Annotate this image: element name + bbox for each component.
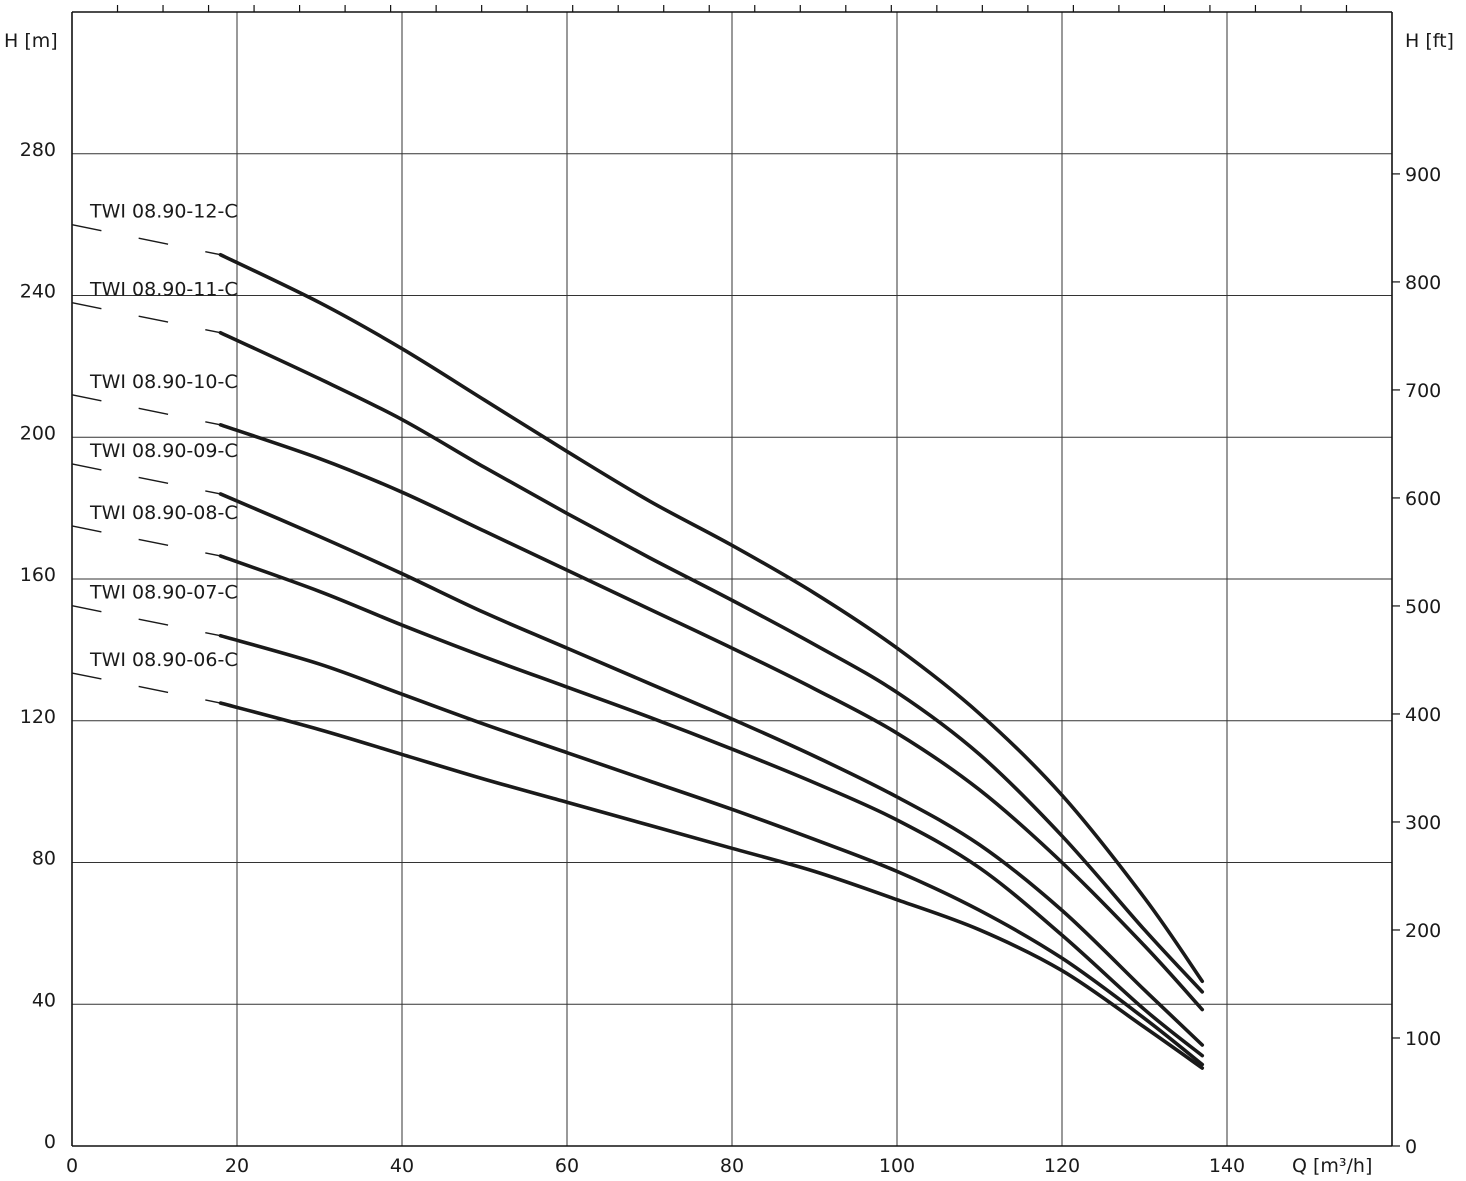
curve-twi-08-90-07-c <box>218 633 1205 1067</box>
x-tick-label: 80 <box>720 1155 744 1177</box>
curve-twi-08-90-11-c <box>218 330 1205 994</box>
curve-label: TWI 08.90-12-C <box>89 201 238 223</box>
curve-label: TWI 08.90-07-C <box>89 582 238 604</box>
y-tick-label-right: 800 <box>1405 272 1441 294</box>
curve-label: TWI 08.90-06-C <box>89 649 238 671</box>
curve-leader <box>71 463 221 495</box>
y-tick-label-left: 80 <box>32 848 56 870</box>
x-tick-label: 140 <box>1209 1155 1245 1177</box>
curve-label: TWI 08.90-11-C <box>89 279 238 301</box>
y-tick-label-right: 400 <box>1405 704 1441 726</box>
curve-twi-08-90-08-c <box>218 554 1205 1058</box>
y-tick-label-right: 500 <box>1405 596 1441 618</box>
curve-labels: TWI 08.90-12-C TWI 08.90-11-C TWI 08.90-10… <box>89 201 238 671</box>
y-tick-label-left: 240 <box>20 281 56 303</box>
y-tick-label-right: 100 <box>1405 1028 1441 1050</box>
curve-twi-08-90-09-c <box>218 492 1205 1047</box>
x-tick-label: 0 <box>66 1155 78 1177</box>
y-tick-label-left: 280 <box>20 139 56 161</box>
x-tick-label: 40 <box>390 1155 414 1177</box>
y-tick-label-right: 900 <box>1405 164 1441 186</box>
y-tick-label-right: 200 <box>1405 920 1441 942</box>
grid <box>72 12 1392 1146</box>
y-tick-label-left: 120 <box>20 706 56 728</box>
curve-twi-08-90-12-c <box>218 252 1205 984</box>
y-tick-label-right: 600 <box>1405 488 1441 510</box>
y-tick-label-left: 200 <box>20 422 56 444</box>
curve-leader <box>71 302 221 334</box>
tick-labels: 0100200300400500600700800900040801201602… <box>20 139 1442 1177</box>
curve-leader <box>71 394 221 426</box>
y-tick-label-left: 160 <box>20 564 56 586</box>
y-tick-label-left: 40 <box>32 989 56 1011</box>
x-tick-label: 20 <box>225 1155 249 1177</box>
curve-leader <box>71 224 221 256</box>
curve-leader <box>71 672 221 704</box>
curve-label: TWI 08.90-10-C <box>89 371 238 393</box>
y-axis-label-left: H [m] <box>4 30 58 52</box>
x-axis-label: Q [m³/h] <box>1292 1155 1372 1177</box>
curve-label: TWI 08.90-09-C <box>89 440 238 462</box>
x-tick-label: 100 <box>879 1155 915 1177</box>
y-tick-label-right: 700 <box>1405 380 1441 402</box>
curve-twi-08-90-06-c <box>218 701 1205 1070</box>
curve-leader <box>71 605 221 637</box>
curve-label: TWI 08.90-08-C <box>89 502 238 524</box>
x-tick-label: 120 <box>1044 1155 1080 1177</box>
curves <box>218 252 1205 1070</box>
plot-frame <box>71 5 1400 1147</box>
y-tick-label-left: 0 <box>44 1131 56 1153</box>
y-axis-label-right: H [ft] <box>1405 30 1454 52</box>
x-tick-label: 60 <box>555 1155 579 1177</box>
curve-twi-08-90-10-c <box>218 423 1205 1012</box>
curve-leaders <box>71 224 221 704</box>
y-tick-label-right: 300 <box>1405 812 1441 834</box>
curve-leader <box>71 525 221 557</box>
y-tick-label-right: 0 <box>1405 1136 1417 1158</box>
